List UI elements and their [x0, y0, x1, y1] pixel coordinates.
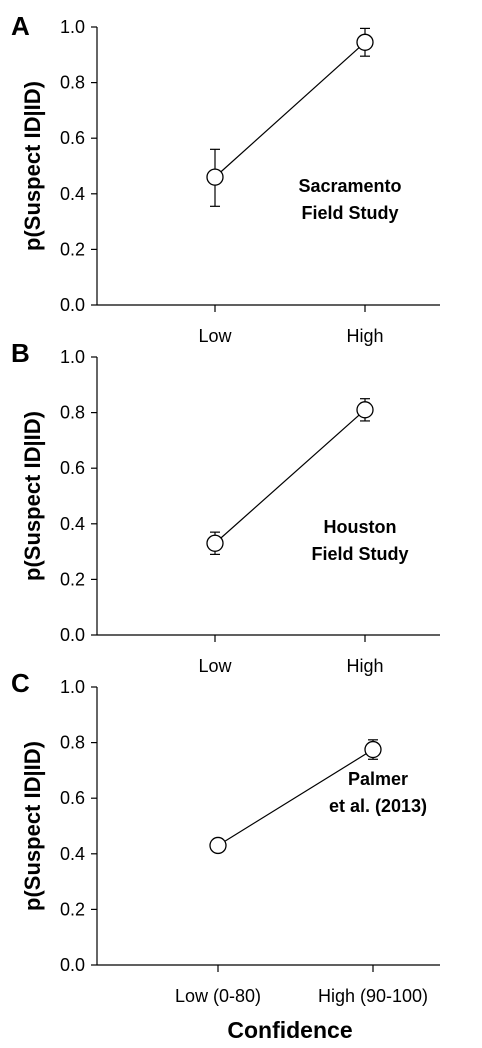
y-tick-label: 0.8 [60, 733, 85, 753]
series-line [214, 409, 366, 544]
y-tick-label: 0.2 [60, 239, 85, 259]
y-tick-label: 0.2 [60, 899, 85, 919]
y-tick-label: 0.0 [60, 295, 85, 315]
x-tick-label: Low [198, 326, 232, 346]
y-tick-label: 0.2 [60, 569, 85, 589]
y-tick-label: 0.0 [60, 955, 85, 975]
panel-annotation: Field Study [311, 544, 408, 564]
data-point [206, 534, 224, 552]
panel-label: B [11, 338, 30, 368]
panel-label: C [11, 668, 30, 698]
series-line [214, 41, 366, 178]
y-tick-label: 0.4 [60, 514, 85, 534]
panel-annotation: Houston [324, 517, 397, 537]
shared-x-axis-label: Confidence [227, 1017, 352, 1043]
y-axis-label: p(Suspect ID|ID) [20, 81, 45, 251]
y-tick-label: 0.6 [60, 128, 85, 148]
series-line [217, 749, 374, 846]
data-point [356, 33, 374, 51]
y-tick-label: 0.8 [60, 403, 85, 423]
y-tick-label: 0.4 [60, 184, 85, 204]
y-tick-label: 0.4 [60, 844, 85, 864]
y-axis-label: p(Suspect ID|ID) [20, 741, 45, 911]
panel-c: 0.0 0.2 0.4 0.6 0.8 1.0 Low (0-80) High (90-100… [11, 668, 440, 1006]
data-point [209, 836, 227, 855]
x-tick-label: High (90-100) [318, 986, 428, 1006]
x-tick-label: Low [198, 656, 232, 676]
data-point [356, 401, 374, 419]
data-point [206, 168, 224, 186]
panel-label: A [11, 11, 30, 41]
y-tick-label: 1.0 [60, 347, 85, 367]
y-tick-label: 0.8 [60, 73, 85, 93]
x-tick-label: High [346, 326, 383, 346]
x-tick-label: Low (0-80) [175, 986, 261, 1006]
panel-annotation: et al. (2013) [329, 796, 427, 816]
y-axis-label: p(Suspect ID|ID) [20, 411, 45, 581]
panel-annotation: Palmer [348, 769, 408, 789]
panel-annotation: Sacramento [298, 176, 401, 196]
panel-b: 0.0 0.2 0.4 0.6 0.8 1.0 Low High p(Suspect ID|ID… [11, 338, 440, 676]
y-tick-label: 1.0 [60, 677, 85, 697]
y-tick-label: 0.6 [60, 788, 85, 808]
y-tick-label: 1.0 [60, 17, 85, 37]
panel-annotation: Field Study [301, 203, 398, 223]
data-point [364, 740, 382, 759]
panel-a: 0.0 0.2 0.4 0.6 0.8 1.0 Low High p(Suspect ID|ID… [11, 11, 440, 346]
y-tick-label: 0.0 [60, 625, 85, 645]
y-tick-label: 0.6 [60, 458, 85, 478]
x-tick-label: High [346, 656, 383, 676]
